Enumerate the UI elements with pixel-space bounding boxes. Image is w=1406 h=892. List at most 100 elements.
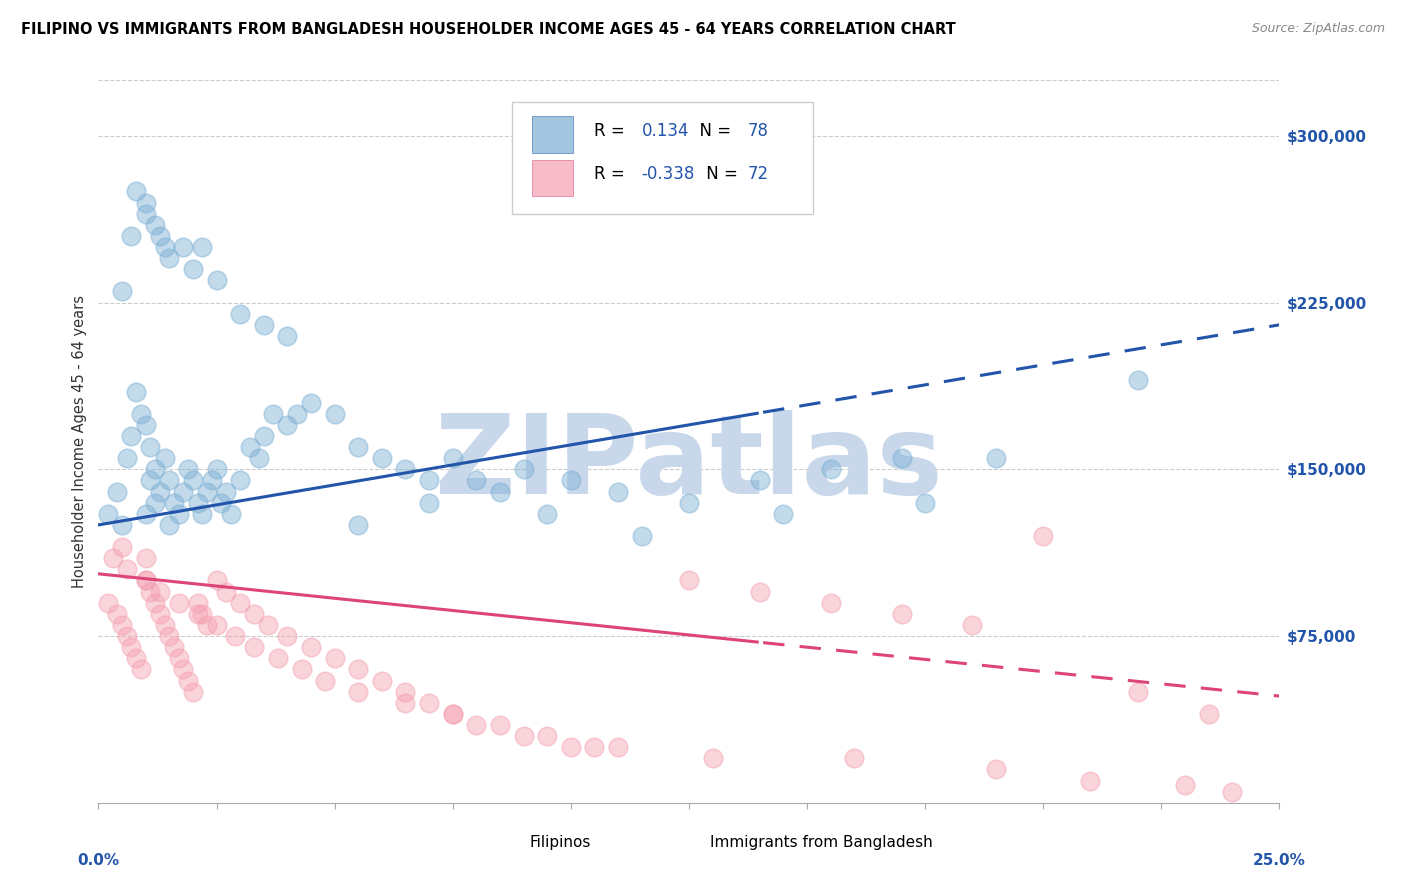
Point — [111, 285, 134, 299]
Point — [984, 451, 1007, 466]
Point — [394, 696, 416, 710]
Point — [139, 584, 162, 599]
Point — [115, 562, 138, 576]
Point — [191, 507, 214, 521]
Text: 72: 72 — [748, 165, 769, 183]
Point — [267, 651, 290, 665]
Point — [153, 451, 176, 466]
Point — [121, 640, 143, 655]
Point — [157, 629, 180, 643]
Point — [560, 474, 582, 488]
Point — [224, 629, 246, 643]
Point — [347, 440, 370, 454]
Point — [209, 496, 232, 510]
Point — [167, 651, 190, 665]
Point — [418, 696, 440, 710]
Point — [172, 484, 194, 499]
Point — [347, 684, 370, 698]
Point — [276, 329, 298, 343]
Point — [121, 429, 143, 443]
Point — [441, 451, 464, 466]
Point — [143, 596, 166, 610]
Point — [111, 517, 134, 532]
Point — [219, 507, 242, 521]
Point — [101, 551, 124, 566]
Text: Filipinos: Filipinos — [530, 835, 591, 850]
Point — [1126, 373, 1149, 387]
Point — [139, 474, 162, 488]
Point — [1126, 684, 1149, 698]
Point — [253, 429, 276, 443]
Point — [290, 662, 312, 676]
Point — [105, 484, 128, 499]
Point — [371, 451, 394, 466]
Point — [820, 462, 842, 476]
Point — [229, 307, 252, 321]
Point — [149, 484, 172, 499]
Point — [115, 451, 138, 466]
Point — [157, 474, 180, 488]
Point — [347, 517, 370, 532]
Point — [394, 462, 416, 476]
Point — [512, 729, 534, 743]
Point — [441, 706, 464, 721]
Point — [125, 185, 148, 199]
Point — [702, 751, 724, 765]
Text: N =: N = — [700, 165, 742, 183]
Point — [489, 484, 512, 499]
Point — [253, 318, 276, 332]
Point — [257, 618, 280, 632]
Point — [844, 751, 866, 765]
Point — [135, 417, 157, 432]
Point — [105, 607, 128, 621]
Point — [678, 574, 700, 588]
Text: ZIPatlas: ZIPatlas — [434, 409, 943, 516]
Point — [215, 484, 238, 499]
Point — [153, 240, 176, 254]
Point — [1198, 706, 1220, 721]
Point — [299, 640, 322, 655]
Point — [111, 540, 134, 554]
Text: 78: 78 — [748, 122, 769, 140]
Point — [748, 584, 770, 599]
Point — [1032, 529, 1054, 543]
FancyBboxPatch shape — [512, 102, 813, 214]
Point — [630, 529, 652, 543]
Point — [276, 417, 298, 432]
Text: R =: R = — [595, 165, 630, 183]
Point — [187, 596, 209, 610]
Point — [262, 407, 284, 421]
Point — [984, 763, 1007, 777]
Point — [195, 484, 218, 499]
Point — [323, 407, 346, 421]
Point — [187, 496, 209, 510]
Point — [1220, 785, 1243, 799]
Point — [163, 640, 186, 655]
Point — [205, 574, 228, 588]
Y-axis label: Householder Income Ages 45 - 64 years: Householder Income Ages 45 - 64 years — [72, 295, 87, 588]
Point — [607, 484, 630, 499]
Point — [111, 618, 134, 632]
Point — [347, 662, 370, 676]
Point — [243, 607, 266, 621]
Point — [125, 384, 148, 399]
Point — [890, 451, 912, 466]
Point — [135, 551, 157, 566]
FancyBboxPatch shape — [531, 117, 574, 153]
FancyBboxPatch shape — [531, 160, 574, 196]
Point — [205, 462, 228, 476]
Point — [163, 496, 186, 510]
Point — [149, 607, 172, 621]
Text: Immigrants from Bangladesh: Immigrants from Bangladesh — [710, 835, 934, 850]
Point — [215, 584, 238, 599]
Point — [371, 673, 394, 688]
Point — [191, 607, 214, 621]
Point — [97, 596, 120, 610]
Point — [243, 640, 266, 655]
Point — [583, 740, 606, 755]
Point — [129, 407, 152, 421]
Point — [157, 517, 180, 532]
Point — [97, 507, 120, 521]
Point — [143, 218, 166, 232]
Point — [394, 684, 416, 698]
